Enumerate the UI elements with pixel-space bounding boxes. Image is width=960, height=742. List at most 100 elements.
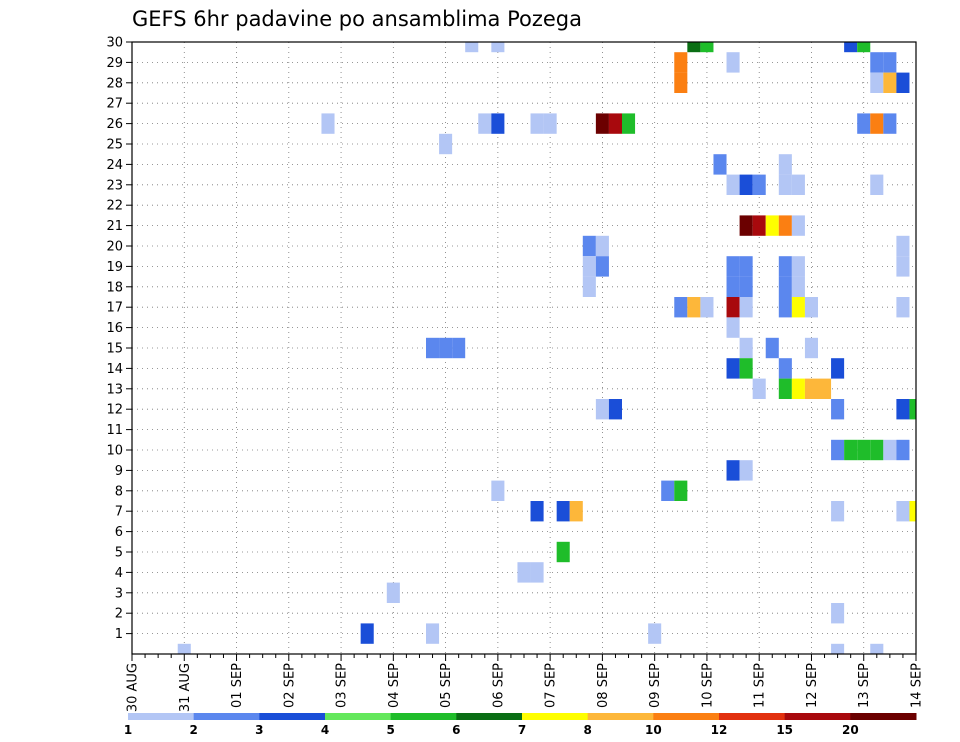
legend-swatch: [325, 713, 392, 720]
y-tick-label: 16: [106, 321, 123, 336]
heatmap-cell: [478, 113, 492, 134]
heatmap-cell: [831, 358, 845, 379]
legend-label: 3: [255, 723, 263, 737]
y-tick-label: 26: [106, 117, 123, 132]
x-tick-label: 04 SEP: [387, 663, 402, 708]
heatmap-cells: [177, 42, 916, 654]
y-tick-label: 14: [106, 362, 123, 377]
x-tick-label: 02 SEP: [282, 663, 297, 708]
y-tick-label: 18: [106, 280, 123, 295]
heatmap-cell: [778, 174, 792, 195]
heatmap-cell: [556, 501, 570, 522]
heatmap-cell: [739, 358, 753, 379]
legend-label: 15: [776, 723, 793, 737]
heatmap-cell: [426, 623, 440, 644]
plot-frame: [131, 41, 917, 655]
y-tick-label: 25: [106, 138, 123, 153]
heatmap-cell: [778, 215, 792, 236]
x-tick-label: 11 SEP: [753, 663, 768, 708]
heatmap-cell: [870, 113, 884, 134]
heatmap-cell: [726, 174, 740, 195]
heatmap-cell: [360, 623, 374, 644]
heatmap-cell: [857, 439, 871, 461]
heatmap-cell: [739, 460, 753, 481]
heatmap-cell: [726, 276, 740, 297]
heatmap-cell: [648, 623, 662, 644]
legend-swatch: [653, 713, 720, 720]
heatmap-cell: [804, 378, 818, 399]
y-tick-label: 15: [106, 342, 123, 357]
heatmap-cell: [831, 643, 845, 654]
heatmap-cell: [439, 337, 453, 359]
heatmap-cell: [739, 297, 753, 318]
heatmap-cell: [791, 174, 805, 195]
heatmap-cell: [386, 582, 400, 603]
heatmap-cell: [491, 42, 505, 53]
heatmap-cell: [791, 256, 805, 277]
heatmap-cell: [543, 113, 557, 134]
legend-label: 1: [124, 723, 132, 737]
heatmap-cell: [491, 480, 505, 501]
legend-label: 4: [321, 723, 329, 737]
heatmap-cell: [896, 439, 910, 461]
heatmap-cell: [687, 42, 701, 53]
legend-swatch: [719, 713, 786, 720]
heatmap-cell: [439, 133, 453, 155]
heatmap-cell: [739, 256, 753, 277]
x-tick-label: 13 SEP: [857, 663, 872, 708]
heatmap-cell: [739, 174, 753, 195]
x-tick-label: 07 SEP: [544, 663, 559, 708]
x-tick-label: 12 SEP: [805, 663, 820, 708]
heatmap-cell: [831, 399, 845, 420]
heatmap-cell: [883, 439, 897, 461]
heatmap-cell: [883, 113, 897, 134]
x-tick-label: 01 SEP: [230, 663, 245, 708]
heatmap-cell: [896, 256, 910, 277]
heatmap-cell: [530, 501, 544, 522]
y-tick-label: 9: [115, 464, 123, 479]
heatmap-cell: [452, 337, 466, 359]
heatmap-cell: [870, 52, 884, 73]
heatmap-cell: [687, 297, 701, 318]
heatmap-cell: [896, 72, 910, 93]
y-tick-label: 23: [106, 178, 123, 193]
legend-label: 6: [452, 723, 460, 737]
x-tick-label: 06 SEP: [491, 663, 506, 708]
heatmap-cell: [765, 337, 779, 359]
legend-swatch: [587, 713, 654, 720]
heatmap-cell: [870, 439, 884, 461]
heatmap-cell: [726, 52, 740, 73]
heatmap-cell: [491, 113, 505, 134]
heatmap-cell: [778, 358, 792, 379]
heatmap-cell: [726, 297, 740, 318]
heatmap-cell: [909, 399, 916, 420]
legend-swatch: [456, 713, 523, 720]
heatmap-cell: [726, 358, 740, 379]
y-tick-label: 21: [106, 219, 123, 234]
heatmap-cell: [778, 297, 792, 318]
y-tick-label: 5: [115, 546, 123, 561]
heatmap-cell: [870, 72, 884, 93]
heatmap-cell: [791, 276, 805, 297]
heatmap-cell: [857, 113, 871, 134]
heatmap-cell: [595, 235, 609, 257]
legend-swatch: [128, 713, 195, 720]
y-tick-label: 27: [106, 97, 123, 112]
y-tick-label: 3: [115, 586, 123, 601]
legend-label: 8: [583, 723, 591, 737]
y-tick-label: 29: [106, 56, 123, 71]
y-tick-label: 17: [106, 301, 123, 316]
x-tick-label: 14 SEP: [910, 663, 925, 708]
heatmap-cell: [595, 113, 609, 134]
heatmap-cell: [674, 297, 688, 318]
heatmap-cell: [674, 52, 688, 73]
legend-label: 5: [386, 723, 394, 737]
heatmap-cell: [896, 235, 910, 257]
heatmap-cell: [700, 42, 714, 53]
heatmap-cell: [739, 215, 753, 236]
y-tick-label: 28: [106, 76, 123, 91]
heatmap-cell: [831, 603, 845, 624]
legend-swatch: [390, 713, 457, 720]
heatmap-cell: [608, 113, 622, 134]
legend-swatch: [850, 713, 917, 720]
